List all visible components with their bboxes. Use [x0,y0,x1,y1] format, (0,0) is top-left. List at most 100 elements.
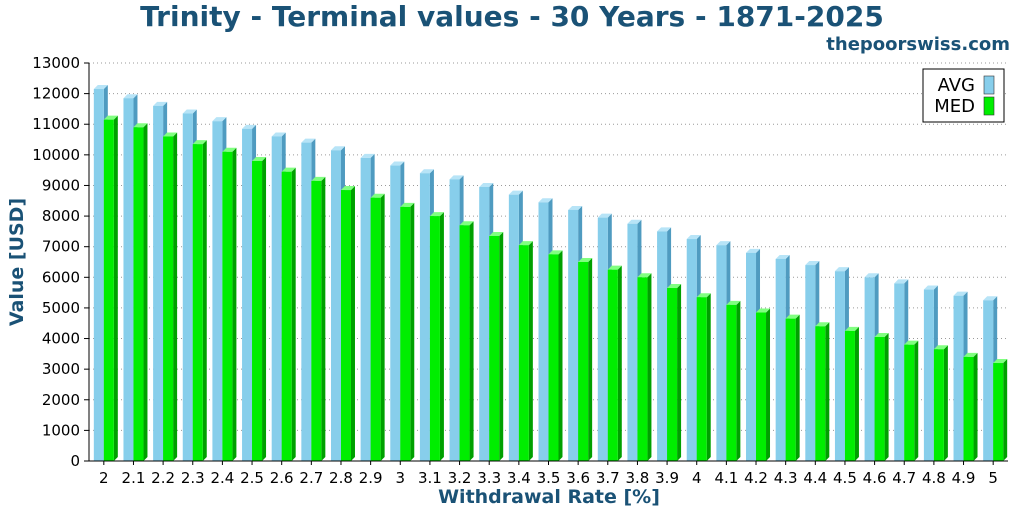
x-tick-label: 2.7 [299,469,323,487]
x-tick-label: 3.6 [566,469,590,487]
bar-med [578,258,593,461]
bar-med [667,284,682,461]
bar-med-front [489,235,500,461]
bar-med [103,115,118,461]
bar-avg-top [657,227,672,232]
bar-med [192,140,207,461]
bar-med-front [993,363,1004,461]
bar-med [252,156,267,461]
bar-med-side [113,115,118,461]
bar-med-side [410,202,415,461]
bar-med-side [499,231,504,461]
bar-avg-top [983,296,998,301]
x-tick-label: 3.2 [448,469,472,487]
bar-med-front [696,297,707,461]
bar-med-front [933,349,944,461]
bar-med-side [291,167,296,461]
bar-med [489,231,504,461]
bar-med-top [133,123,148,128]
x-tick-label: 3.8 [626,469,650,487]
bar-med-top [192,140,207,145]
bar-avg-front [390,165,401,462]
bar-med-side [943,345,948,461]
bar-avg-front [212,121,223,462]
bar-avg-front [330,150,341,461]
bar-med-front [340,190,351,462]
x-tick-label: 3.3 [477,469,501,487]
bar-avg-top [301,138,316,143]
y-tick-labels: 0 1000 2000 3000 4000 5000 6000 7000 8000 9000 100… [32,54,80,470]
bar-avg-front [301,142,312,461]
bar-med-side [647,273,652,461]
y-tick-label: 2000 [42,391,80,409]
bar-med-top [667,284,682,289]
bar-med-top [518,241,533,246]
bar-med-side [173,132,178,461]
bar-med [756,308,771,461]
bar-med-top [607,265,622,270]
x-tick-label: 3.4 [507,469,531,487]
bar-med [933,345,948,461]
bar-avg-top [508,190,523,195]
bar-med-side [973,352,978,461]
x-tick-label: 4.6 [863,469,887,487]
bar-avg-top [597,213,612,218]
x-tick-label: 4.8 [922,469,946,487]
bar-med [726,300,741,461]
bar-med-side [1003,359,1008,461]
bar-med-top [578,258,593,262]
bar-avg-top [390,161,405,166]
bar-med [518,241,533,461]
bar-med-top [548,250,563,255]
bar-med-top [815,322,830,327]
bar-med-side [469,221,474,461]
bar-med-front [815,326,826,461]
bar-avg-top [894,279,909,284]
x-tick-label: 3.9 [655,469,679,487]
bar-avg-front [568,209,579,461]
bar-avg-top [716,241,731,246]
x-tick-label: 4.7 [892,469,916,487]
bar-med [993,359,1008,461]
bar-avg-front [686,239,697,461]
bar-avg-front [508,194,519,461]
x-tick-label: 2.6 [270,469,294,487]
bar-avg-top [953,291,968,296]
bar-avg-front [271,136,282,461]
bar-avg-top [330,146,345,151]
y-tick-label: 12000 [32,85,80,103]
bar-med-side [854,326,859,461]
bar-med-front [548,254,559,461]
legend-label-med: MED [934,96,975,117]
bar-avg-front [983,300,994,461]
bar-med-front [163,136,174,461]
bar-avg-front [242,128,253,462]
bar-med-side [439,212,444,461]
bar-med-front [518,245,529,461]
y-tick-label: 5000 [42,299,80,317]
bar-med [696,293,711,461]
bar-avg-front [953,295,964,461]
bar-med-front [370,197,381,461]
bar-med [133,123,148,462]
bar-avg-front [538,202,549,462]
bar-avg-top [627,219,642,224]
bar-avg-top [479,182,494,187]
bar-med-front [252,160,263,461]
bar-med-side [380,193,385,461]
bar-avg-top [182,109,197,114]
bar-med-top [726,300,741,305]
bar-med-side [825,322,830,461]
bar-med-top [340,186,355,191]
y-tick-label: 3000 [42,360,80,378]
bar-avg-front [597,217,608,461]
bar-med-top [222,147,237,152]
bar-med-front [222,151,233,462]
bar-med-front [192,144,203,461]
x-tick-label: 3.7 [596,469,620,487]
bar-med-top [844,326,859,331]
x-tick-label: 2.3 [181,469,205,487]
legend-swatch-avg [983,75,995,95]
bar-med-top [252,156,267,161]
x-tick-label: 3 [396,469,406,487]
